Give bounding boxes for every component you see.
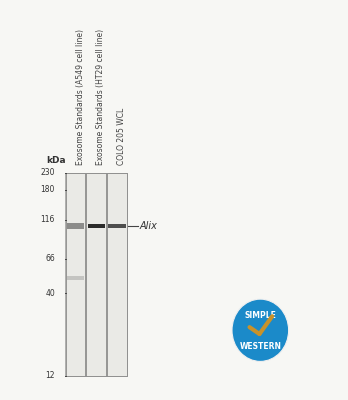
Bar	[67, 276, 85, 280]
Text: WESTERN: WESTERN	[239, 342, 281, 351]
Text: 40: 40	[45, 288, 55, 298]
Text: 230: 230	[40, 168, 55, 177]
Bar	[108, 224, 126, 228]
Bar	[65, 173, 127, 376]
Text: COLO 205 WCL: COLO 205 WCL	[117, 108, 126, 165]
Text: Exosome Standards (A549 cell line): Exosome Standards (A549 cell line)	[76, 29, 85, 165]
Text: kDa: kDa	[46, 156, 66, 165]
Bar	[67, 223, 85, 229]
Circle shape	[232, 299, 288, 362]
Text: 66: 66	[45, 254, 55, 263]
Text: 180: 180	[40, 185, 55, 194]
Bar	[66, 173, 86, 376]
Text: Alix: Alix	[140, 221, 157, 231]
Bar	[107, 173, 127, 376]
Bar	[87, 173, 106, 376]
Text: 116: 116	[40, 215, 55, 224]
Text: SIMPLE: SIMPLE	[244, 311, 276, 320]
Text: 12: 12	[45, 371, 55, 380]
Text: Exosome Standards (HT29 cell line): Exosome Standards (HT29 cell line)	[96, 29, 105, 165]
Bar	[87, 224, 105, 228]
